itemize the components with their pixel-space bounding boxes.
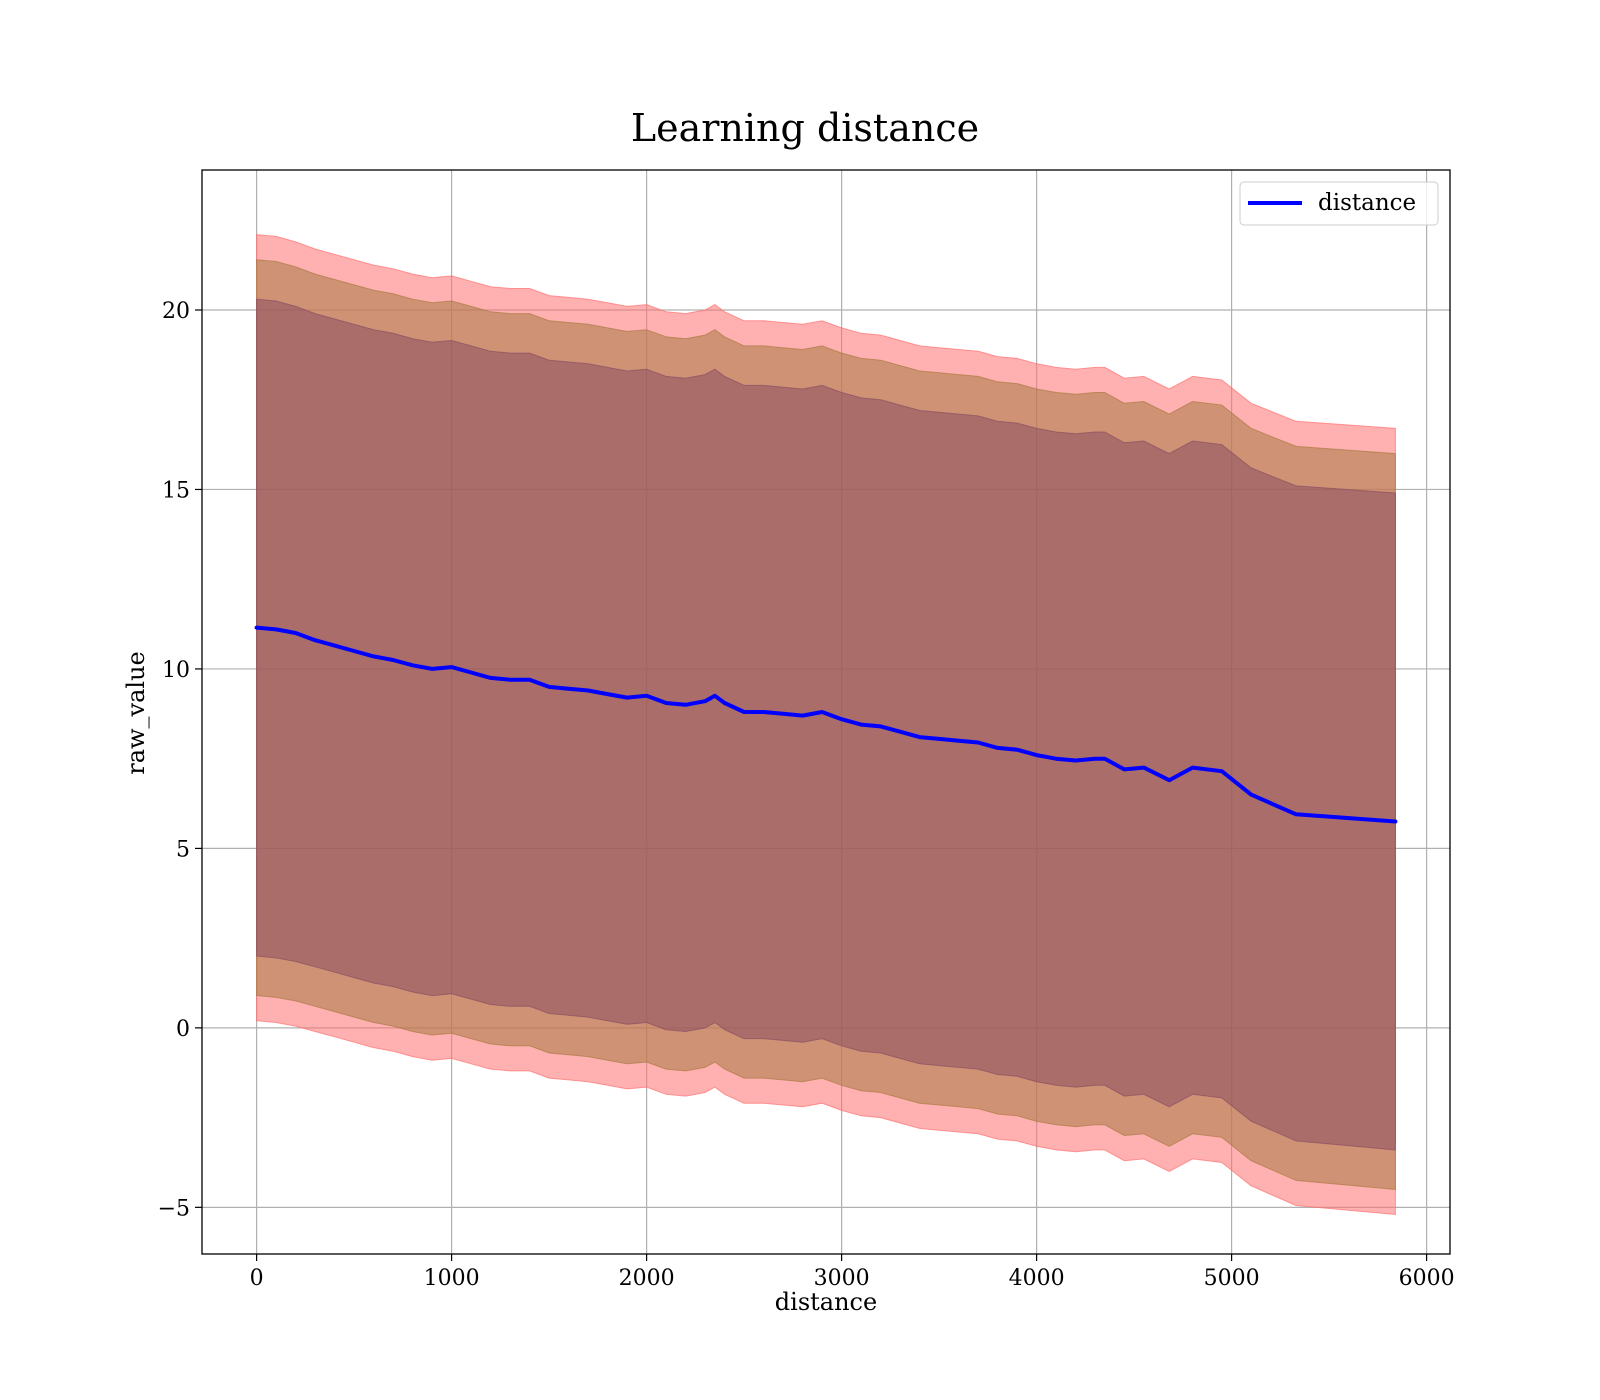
y-tick-label: 0: [176, 1017, 190, 1042]
y-tick-label: 10: [162, 658, 190, 683]
chart-title: Learning distance: [631, 106, 979, 150]
band-layer: [256, 234, 1396, 1216]
y-tick-label: 15: [162, 478, 190, 503]
line-layer: [254, 625, 1398, 824]
x-tick-label: 6000: [1399, 1266, 1455, 1291]
legend-label-distance: distance: [1318, 190, 1416, 216]
x-tick-label: 3000: [814, 1266, 870, 1291]
confidence-band-band-inner: [256, 298, 1396, 1151]
x-tick-label: 5000: [1204, 1266, 1260, 1291]
y-tick-label: −5: [158, 1196, 190, 1221]
y-axis-label: raw_value: [122, 651, 150, 775]
series-line-distance: [254, 625, 1398, 824]
x-tick-label: 4000: [1009, 1266, 1065, 1291]
x-tick-label: 0: [250, 1266, 264, 1291]
y-tick-label: 20: [162, 299, 190, 324]
plot-frame: [201, 169, 1451, 1255]
x-axis-label: distance: [775, 1288, 877, 1316]
tick-layer: 0 1000 2000 3000 4000 5000 6000 −5 0 5 10 15 20: [158, 299, 1455, 1291]
y-tick-label: 5: [176, 837, 190, 862]
legend-box: [1239, 181, 1439, 226]
x-tick-label: 2000: [619, 1266, 675, 1291]
x-tick-label: 1000: [424, 1266, 480, 1291]
legend: distance: [1239, 181, 1439, 226]
